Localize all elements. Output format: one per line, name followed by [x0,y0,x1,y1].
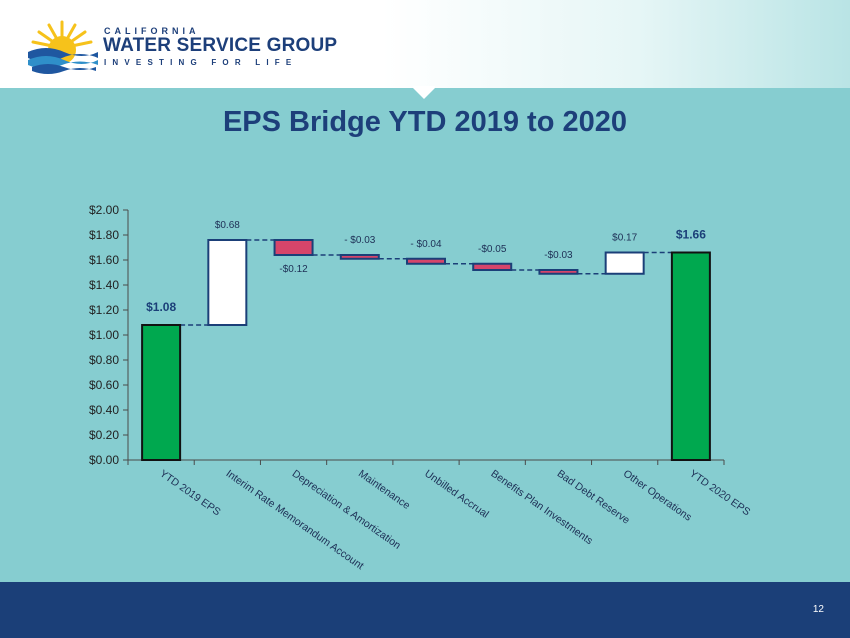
data-label: $1.08 [146,300,176,314]
data-label: $1.66 [676,228,706,242]
eps-bridge-chart: $0.00 $0.20 $0.40 $0.60 $0.80 $1.00 $1.20 $1.40… [89,203,752,573]
bar-3 [273,239,314,256]
sun-wave-logo-icon [28,20,98,74]
x-category-label: Unbilled Accrual [422,468,491,521]
x-category-label: Maintenance [356,468,412,512]
brand-tagline: INVESTING FOR LIFE [104,58,298,67]
x-category-label: YTD 2019 EPS [157,468,222,519]
y-tick-label: $1.20 [89,303,119,317]
bar-2 [207,239,248,326]
bar-5 [406,257,446,265]
data-label: - $0.04 [410,239,442,250]
page-number: 12 [812,604,824,615]
page-title: EPS Bridge YTD 2019 to 2020 [222,106,628,138]
y-tick-label: $1.60 [89,253,119,267]
data-label: $0.68 [215,220,240,231]
brand-name: WATER SERVICE GROUP [103,35,338,56]
bar-7 [538,269,579,275]
bar-8 [604,251,645,275]
brand-state: CALIFORNIA [104,26,200,36]
banner-notch [413,86,435,99]
bar-1 [141,324,182,461]
y-tick-label: $1.80 [89,228,119,242]
y-tick-label: $0.20 [89,428,119,442]
y-tick-label: $2.00 [89,203,119,217]
data-label: - $0.03 [344,235,376,246]
y-tick-label: $0.60 [89,378,119,392]
header-banner: CALIFORNIA WATER SERVICE GROUP INVESTING… [0,0,850,88]
y-tick-label: $0.00 [89,453,119,467]
data-label: -$0.05 [478,244,507,255]
footer-bar: 12 [0,582,850,638]
x-category-label: Depreciation & Amortization [290,468,403,552]
bar-9 [670,251,711,461]
y-tick-label: $0.40 [89,403,119,417]
y-tick-label: $1.40 [89,278,119,292]
y-tick-label: $0.80 [89,353,119,367]
bar-4 [339,254,380,260]
data-label: $0.17 [612,233,637,244]
data-label: -$0.12 [279,264,308,275]
bar-6 [472,262,513,271]
company-logo: CALIFORNIA WATER SERVICE GROUP INVESTING… [24,18,344,78]
x-category-label: Interim Rate Memorandum Account [224,468,366,573]
y-tick-label: $1.00 [89,328,119,342]
x-category-label: YTD 2020 EPS [687,468,752,519]
data-label: -$0.03 [544,250,573,261]
x-category-label: Other Operations [621,468,694,524]
